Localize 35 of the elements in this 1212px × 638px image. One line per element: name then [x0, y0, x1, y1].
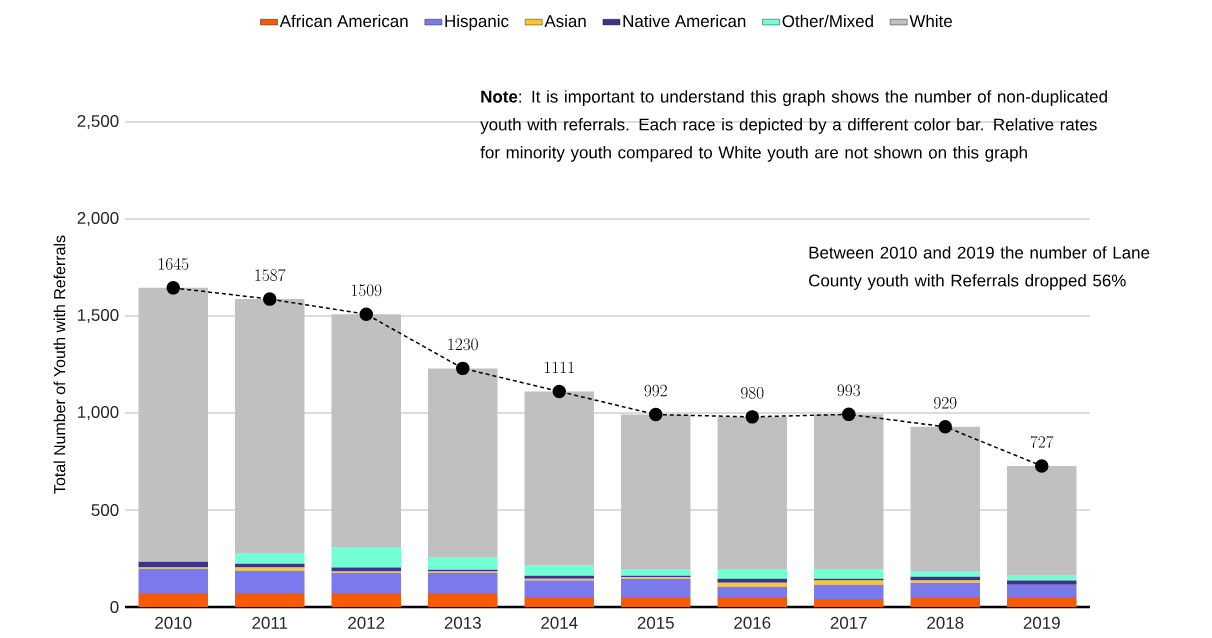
y-tick-label: 2,500	[77, 115, 119, 129]
y-tick-label: 500	[91, 504, 119, 516]
x-tick-label: 2012	[348, 616, 385, 629]
legend-label: Hispanic	[445, 14, 509, 31]
annotation: Note: It is important to understand this graph shows the number of non-duplicated youth with referrals. Each race is depicted by a different color bar. Relative rates for minority youth compared to White youth are not shown on this graph	[480, 90, 1107, 162]
x-tick-label: 2015	[637, 616, 674, 629]
y-axis-title: Total Number of Youth with Referrals	[53, 235, 66, 494]
y-tick-label: 1,500	[78, 309, 119, 323]
legend-label: Asian	[544, 14, 586, 28]
x-tick-label: 2018	[927, 616, 964, 629]
y-tick-label: 2,000	[77, 212, 119, 226]
data-label: 1587	[255, 269, 286, 282]
data-label: 992	[644, 384, 667, 397]
data-label: 993	[837, 384, 860, 397]
x-tick-label: 2011	[252, 616, 288, 629]
data-label: 1230	[448, 338, 478, 351]
x-tick-label: 2010	[155, 616, 192, 629]
x-tick-label: 2019	[1023, 616, 1060, 629]
legend-label: Other/Mixed	[782, 14, 873, 28]
legend-label: White	[909, 14, 952, 28]
x-tick-label: 2016	[734, 616, 771, 629]
x-tick-label: 2014	[541, 616, 578, 629]
data-label: 1111	[544, 361, 574, 374]
annotation: Between 2010 and 2019 the number of Lane County youth with Referrals dropped 56%	[809, 246, 1150, 290]
data-label: 727	[1030, 435, 1054, 448]
x-tick-label: 2017	[830, 616, 867, 629]
data-label: 980	[741, 387, 764, 399]
x-tick-label: 2013	[444, 616, 481, 629]
y-tick-label: 0	[110, 601, 119, 613]
legend-label: African American	[279, 14, 408, 28]
data-label: 1645	[158, 257, 189, 270]
legend-label: Native American	[623, 14, 746, 28]
y-tick-label: 1,000	[78, 406, 119, 420]
data-label: 929	[934, 397, 957, 409]
data-label: 1509	[351, 284, 382, 297]
